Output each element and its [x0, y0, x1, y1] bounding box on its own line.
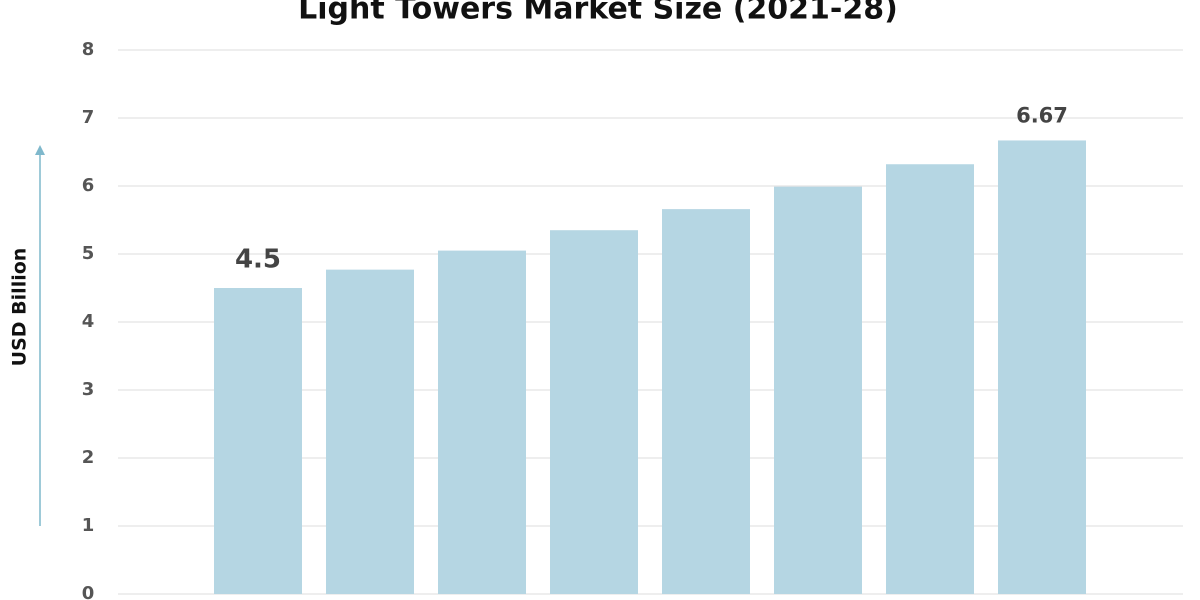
y-tick-label: 3	[82, 379, 95, 400]
y-tick-label: 0	[82, 583, 95, 600]
bar	[550, 230, 638, 594]
y-tick-label: 7	[82, 107, 95, 128]
bar	[886, 164, 974, 595]
y-tick-label: 2	[82, 447, 95, 468]
y-tick-label: 6	[82, 175, 95, 196]
y-tick-label: 8	[82, 39, 95, 60]
y-tick-label: 5	[82, 243, 95, 264]
y-axis-label: USD Billion	[9, 248, 31, 367]
value-label: 4.5	[235, 245, 281, 275]
bar	[998, 140, 1086, 594]
bar	[662, 209, 750, 594]
y-tick-label: 4	[82, 311, 95, 332]
axis-arrowhead	[35, 145, 45, 155]
bar	[774, 186, 862, 594]
y-tick-label: 1	[82, 515, 95, 536]
bar	[438, 250, 526, 594]
value-label: 6.67	[1016, 103, 1068, 127]
bar	[326, 269, 414, 594]
chart-title: Light Towers Market Size (2021-28)	[298, 0, 898, 27]
bar	[214, 288, 302, 594]
